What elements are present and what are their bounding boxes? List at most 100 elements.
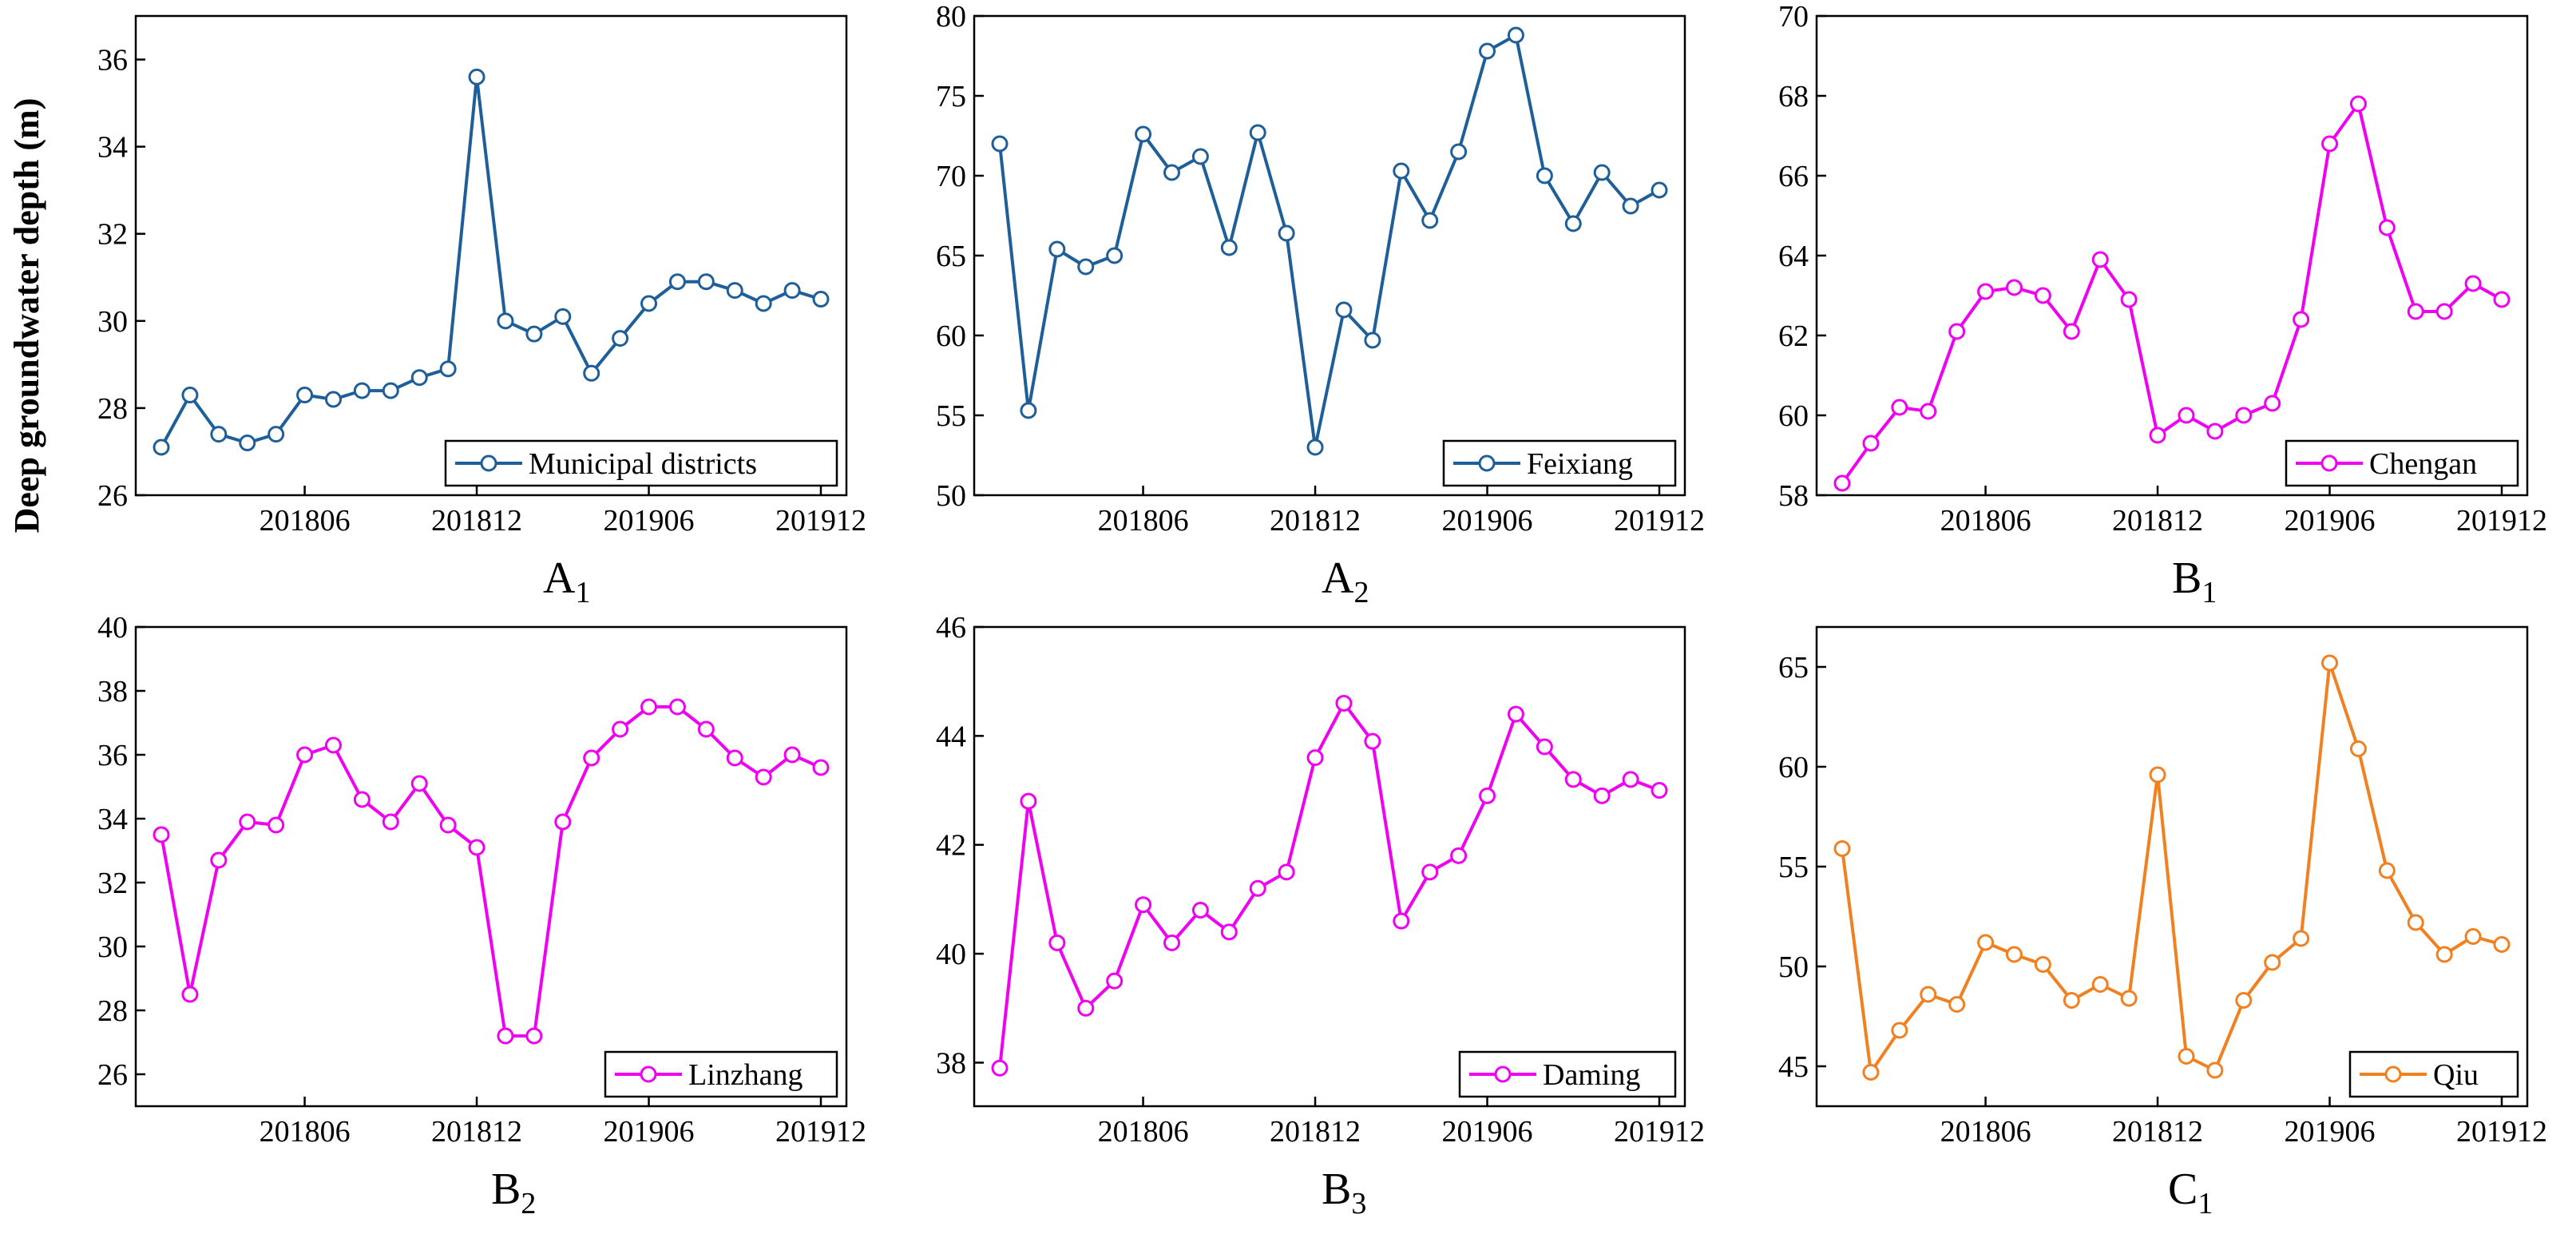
- y-tick-label: 40: [97, 611, 128, 645]
- chart-panel-feixiang: 50 55 60 65 70 75 80 201806 201812 201906 201912 Fe…: [936, 0, 1705, 609]
- y-tick-label: 40: [936, 938, 966, 971]
- data-point: [382, 813, 399, 831]
- data-point: [1920, 986, 1937, 1003]
- data-point: [1891, 1022, 1908, 1039]
- x-tick-label: 201912: [1614, 1115, 1705, 1149]
- data-point: [2120, 291, 2138, 308]
- data-point: [1220, 923, 1238, 941]
- x-tick-label: 201812: [431, 1115, 522, 1149]
- data-point: [2178, 407, 2195, 424]
- legend-label: Feixiang: [1527, 447, 1633, 481]
- data-point: [1479, 42, 1496, 60]
- data-point: [324, 736, 342, 754]
- data-point: [726, 749, 743, 767]
- data-point: [210, 851, 228, 869]
- y-tick-label: 62: [1778, 319, 1809, 353]
- plot-frame: [973, 14, 1686, 497]
- data-point: [1220, 239, 1238, 256]
- data-point: [497, 312, 514, 330]
- y-tick-label: 28: [97, 994, 128, 1028]
- data-point: [2005, 946, 2023, 963]
- y-tick-label: 55: [1778, 851, 1809, 884]
- data-point: [353, 382, 371, 399]
- data-point: [468, 839, 485, 856]
- y-tick-label: 34: [97, 803, 128, 836]
- chart-panel-municipal-districts: 26 28 30 32 34 36 201806 201812 201906 201912 Muni…: [97, 14, 866, 609]
- data-point: [2321, 654, 2339, 672]
- y-tick-label: 60: [1778, 399, 1809, 433]
- data-point: [991, 135, 1009, 153]
- data-point: [1020, 792, 1037, 810]
- series-line: [160, 75, 822, 448]
- data-point: [2407, 303, 2424, 320]
- data-point: [1364, 732, 1381, 750]
- legend: Qiu: [2348, 1050, 2519, 1098]
- legend-label: Municipal districts: [529, 447, 757, 481]
- panel-label: A1: [543, 554, 590, 609]
- data-point: [1862, 434, 1880, 452]
- data-point: [2178, 1048, 2195, 1065]
- data-point: [410, 369, 428, 387]
- chart-panel-qiu: 45 50 55 60 65 201806 201812 201906 201912 Qiu C1: [1778, 625, 2547, 1220]
- data-point: [1191, 148, 1209, 165]
- chart-panel-chengan: 58 60 62 64 66 68 70 201806 201812 201906 201912 Ch…: [1778, 0, 2547, 609]
- data-point: [1364, 331, 1381, 349]
- y-tick-label: 45: [1778, 1050, 1809, 1084]
- plot-frame: [1815, 625, 2529, 1108]
- legend-marker-sample: [1494, 1065, 1512, 1083]
- x-tick-label: 201806: [1098, 504, 1189, 538]
- data-point: [583, 749, 600, 767]
- data-point: [468, 68, 485, 85]
- data-point: [153, 826, 170, 843]
- y-tick-label: 68: [1778, 80, 1809, 113]
- data-point: [2235, 407, 2253, 424]
- data-point: [2349, 740, 2367, 757]
- data-point: [554, 813, 572, 831]
- data-point: [1977, 934, 1995, 951]
- data-point: [2149, 766, 2166, 784]
- x-tick-label: 201906: [604, 1115, 695, 1149]
- legend-marker-sample: [2320, 454, 2338, 472]
- data-point: [2493, 291, 2511, 308]
- data-point: [726, 282, 743, 300]
- data-point: [1977, 283, 1995, 300]
- data-point: [2063, 992, 2080, 1009]
- data-point: [410, 775, 428, 792]
- data-point: [1163, 934, 1180, 951]
- data-point: [1564, 771, 1582, 788]
- data-point: [382, 382, 399, 399]
- data-point: [1135, 896, 1152, 914]
- data-point: [1593, 787, 1611, 804]
- data-point: [783, 746, 801, 764]
- data-point: [296, 746, 314, 764]
- data-point: [1048, 240, 1066, 258]
- y-tick-label: 32: [97, 867, 128, 900]
- data-point: [755, 768, 772, 786]
- data-point: [668, 698, 686, 716]
- data-point: [2264, 395, 2281, 412]
- y-tick-label: 58: [1778, 479, 1809, 513]
- y-tick-label: 75: [936, 80, 966, 113]
- legend-marker-sample: [640, 1065, 657, 1083]
- data-point: [2378, 862, 2396, 879]
- y-tick-label: 30: [97, 930, 128, 964]
- x-tick-label: 201912: [775, 504, 866, 538]
- data-point: [2464, 275, 2482, 292]
- data-point: [1507, 26, 1524, 44]
- y-tick-label: 70: [936, 160, 966, 193]
- data-point: [755, 295, 772, 312]
- y-tick-label: 28: [97, 392, 128, 426]
- data-point: [2293, 930, 2310, 947]
- legend-label: Daming: [1543, 1058, 1640, 1092]
- y-tick-label: 65: [1778, 651, 1809, 684]
- data-point: [1833, 474, 1851, 492]
- y-tick-label: 46: [936, 611, 966, 645]
- data-point: [1306, 749, 1324, 767]
- x-tick-label: 201906: [604, 504, 695, 538]
- chart-panels: 26 28 30 32 34 36 201806 201812 201906 201912 Muni…: [97, 0, 2547, 1220]
- data-point: [153, 438, 170, 456]
- data-point: [525, 1027, 543, 1045]
- y-tick-label: 26: [97, 479, 128, 513]
- legend: Daming: [1458, 1050, 1677, 1098]
- data-point: [2235, 992, 2253, 1009]
